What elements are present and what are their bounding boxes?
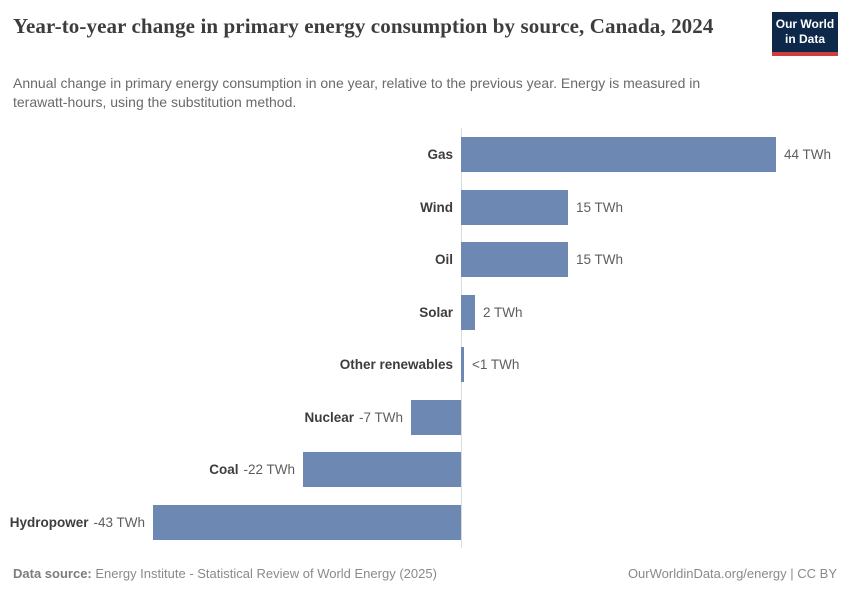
category-label-coal: Coal (209, 462, 239, 477)
category-label-oil: Oil (434, 252, 453, 267)
value-label-solar: 2 TWh (483, 305, 523, 320)
bar-row-nuclear: Nuclear -7 TWh (0, 391, 850, 444)
value-label-gas: 44 TWh (784, 147, 832, 162)
bar-oil[interactable] (461, 241, 568, 277)
value-label-oil: 15 TWh (576, 252, 624, 267)
bar-row-solar: Solar 2 TWh (0, 286, 850, 339)
bar-row-gas: Gas 44 TWh (0, 128, 850, 181)
bar-wind[interactable] (461, 189, 568, 225)
owid-logo-line2: in Data (784, 32, 825, 46)
chart-area: Gas 44 TWh Wind 15 TWh Oil 15 TWh Solar 2 TWh Ot… (0, 128, 850, 548)
zero-axis-line (461, 128, 462, 548)
bar-gas[interactable] (461, 136, 776, 172)
value-label-coal: -22 TWh (243, 462, 295, 477)
bar-row-coal: Coal -22 TWh (0, 443, 850, 496)
bar-row-other-renewables: Other renewables <1 TWh (0, 338, 850, 391)
data-source-label: Data source: (13, 566, 92, 581)
bar-other-renewables[interactable] (461, 346, 464, 382)
value-label-hydropower: -43 TWh (93, 515, 145, 530)
value-label-nuclear: -7 TWh (358, 410, 403, 425)
label-hydropower: Hydropower -43 TWh (0, 496, 145, 549)
owid-attribution-link[interactable]: OurWorldinData.org/energy | CC BY (627, 566, 837, 581)
category-label-gas: Gas (427, 147, 453, 162)
bar-coal[interactable] (303, 451, 461, 487)
value-label-wind: 15 TWh (576, 200, 624, 215)
category-label-wind: Wind (420, 200, 453, 215)
data-source: Data source: Energy Institute - Statisti… (13, 566, 437, 581)
chart-title: Year-to-year change in primary energy co… (13, 14, 714, 38)
value-label-other-renewables: <1 TWh (472, 357, 520, 372)
bar-solar[interactable] (461, 294, 475, 330)
chart-footer: Data source: Energy Institute - Statisti… (13, 566, 837, 581)
chart-subtitle: Annual change in primary energy consumpt… (13, 75, 701, 111)
label-nuclear: Nuclear -7 TWh (0, 391, 403, 444)
bar-row-wind: Wind 15 TWh (0, 181, 850, 234)
bar-hydropower[interactable] (153, 504, 461, 540)
bar-row-hydropower: Hydropower -43 TWh (0, 496, 850, 549)
category-label-nuclear: Nuclear (304, 410, 354, 425)
bar-nuclear[interactable] (411, 399, 461, 435)
owid-logo[interactable]: Our World in Data (772, 12, 838, 56)
category-label-other-renewables: Other renewables (339, 357, 453, 372)
label-coal: Coal -22 TWh (0, 443, 295, 496)
bar-row-oil: Oil 15 TWh (0, 233, 850, 286)
category-label-solar: Solar (419, 305, 453, 320)
owid-logo-line1: Our World (775, 16, 835, 31)
data-source-text: Energy Institute - Statistical Review of… (95, 566, 437, 581)
category-label-hydropower: Hydropower (9, 515, 89, 530)
